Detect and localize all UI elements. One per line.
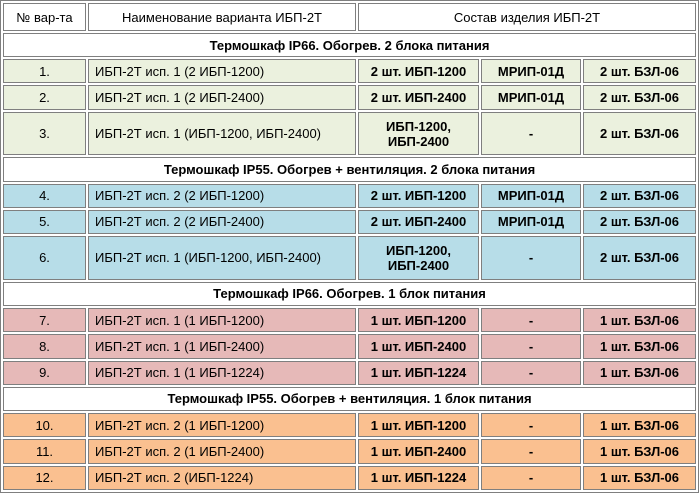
component-module: МРИП-01Д <box>481 59 581 84</box>
component-power-unit: ИБП-1200, ИБП-2400 <box>358 111 479 156</box>
component-module: - <box>481 413 581 438</box>
header-variant-name: Наименование варианта ИБП-2Т <box>88 3 356 31</box>
component-protection-block: 2 шт. БЗЛ-06 <box>583 209 697 235</box>
group-ip66-1-block: Термошкаф IP66. Обогрев. 1 блок питания … <box>3 281 697 385</box>
variant-number: 2. <box>3 85 86 110</box>
section-title: Термошкаф IP55. Обогрев + вентиляция. 1 … <box>3 386 697 412</box>
table-row: 3. ИБП-2Т исп. 1 (ИБП-1200, ИБП-2400) ИБ… <box>3 111 697 156</box>
component-protection-block: 2 шт. БЗЛ-06 <box>583 85 697 110</box>
variant-number: 6. <box>3 236 86 280</box>
group-ip66-2-blocks: Термошкаф IP66. Обогрев. 2 блока питания… <box>3 33 697 156</box>
component-protection-block: 1 шт. БЗЛ-06 <box>583 413 697 438</box>
variant-name: ИБП-2Т исп. 1 (2 ИБП-2400) <box>88 85 356 110</box>
component-power-unit: 1 шт. ИБП-2400 <box>358 334 479 359</box>
component-protection-block: 1 шт. БЗЛ-06 <box>583 439 697 464</box>
variant-number: 5. <box>3 209 86 235</box>
variant-number: 7. <box>3 307 86 333</box>
table-row: 6. ИБП-2Т исп. 1 (ИБП-1200, ИБП-2400) ИБ… <box>3 236 697 280</box>
component-module: - <box>481 236 581 280</box>
section-row: Термошкаф IP66. Обогрев. 1 блок питания <box>3 281 697 306</box>
table-row: 12. ИБП-2Т исп. 2 (ИБП-1224) 1 шт. ИБП-1… <box>3 465 697 490</box>
component-power-unit: 2 шт. ИБП-1200 <box>358 183 479 208</box>
variant-name: ИБП-2Т исп. 1 (1 ИБП-1200) <box>88 307 356 333</box>
component-module: МРИП-01Д <box>481 209 581 235</box>
variant-number: 4. <box>3 183 86 208</box>
component-module: - <box>481 360 581 385</box>
component-module: - <box>481 334 581 359</box>
variant-name: ИБП-2Т исп. 1 (2 ИБП-1200) <box>88 59 356 84</box>
component-protection-block: 1 шт. БЗЛ-06 <box>583 465 697 490</box>
component-module: - <box>481 111 581 156</box>
table-row: 4. ИБП-2Т исп. 2 (2 ИБП-1200) 2 шт. ИБП-… <box>3 183 697 208</box>
table-row: 5. ИБП-2Т исп. 2 (2 ИБП-2400) 2 шт. ИБП-… <box>3 209 697 235</box>
component-module: - <box>481 439 581 464</box>
component-power-unit: ИБП-1200, ИБП-2400 <box>358 236 479 280</box>
section-title: Термошкаф IP66. Обогрев. 1 блок питания <box>3 281 697 306</box>
variant-number: 10. <box>3 413 86 438</box>
variant-name: ИБП-2Т исп. 2 (ИБП-1224) <box>88 465 356 490</box>
variant-number: 1. <box>3 59 86 84</box>
header-row: № вар-та Наименование варианта ИБП-2Т Со… <box>3 3 697 31</box>
table-row: 9. ИБП-2Т исп. 1 (1 ИБП-1224) 1 шт. ИБП-… <box>3 360 697 385</box>
group-ip55-1-block: Термошкаф IP55. Обогрев + вентиляция. 1 … <box>3 386 697 490</box>
section-title: Термошкаф IP55. Обогрев + вентиляция. 2 … <box>3 157 697 182</box>
variant-name: ИБП-2Т исп. 1 (ИБП-1200, ИБП-2400) <box>88 236 356 280</box>
table-row: 11. ИБП-2Т исп. 2 (1 ИБП-2400) 1 шт. ИБП… <box>3 439 697 464</box>
variant-number: 12. <box>3 465 86 490</box>
component-module: МРИП-01Д <box>481 183 581 208</box>
header-variant-number: № вар-та <box>3 3 86 31</box>
table-row: 8. ИБП-2Т исп. 1 (1 ИБП-2400) 1 шт. ИБП-… <box>3 334 697 359</box>
component-power-unit: 1 шт. ИБП-1224 <box>358 465 479 490</box>
variant-name: ИБП-2Т исп. 1 (1 ИБП-2400) <box>88 334 356 359</box>
component-protection-block: 1 шт. БЗЛ-06 <box>583 307 697 333</box>
component-protection-block: 1 шт. БЗЛ-06 <box>583 334 697 359</box>
component-module: - <box>481 465 581 490</box>
component-power-unit: 2 шт. ИБП-2400 <box>358 85 479 110</box>
table-row: 1. ИБП-2Т исп. 1 (2 ИБП-1200) 2 шт. ИБП-… <box>3 59 697 84</box>
variant-number: 3. <box>3 111 86 156</box>
variant-number: 11. <box>3 439 86 464</box>
component-protection-block: 2 шт. БЗЛ-06 <box>583 236 697 280</box>
variant-name: ИБП-2Т исп. 1 (1 ИБП-1224) <box>88 360 356 385</box>
component-power-unit: 2 шт. ИБП-1200 <box>358 59 479 84</box>
table-row: 2. ИБП-2Т исп. 1 (2 ИБП-2400) 2 шт. ИБП-… <box>3 85 697 110</box>
section-row: Термошкаф IP55. Обогрев + вентиляция. 1 … <box>3 386 697 412</box>
variant-number: 9. <box>3 360 86 385</box>
variant-name: ИБП-2Т исп. 2 (1 ИБП-2400) <box>88 439 356 464</box>
component-power-unit: 1 шт. ИБП-1200 <box>358 413 479 438</box>
table-row: 10. ИБП-2Т исп. 2 (1 ИБП-1200) 1 шт. ИБП… <box>3 413 697 438</box>
header-composition: Состав изделия ИБП-2Т <box>358 3 697 31</box>
component-power-unit: 1 шт. ИБП-1224 <box>358 360 479 385</box>
component-protection-block: 2 шт. БЗЛ-06 <box>583 183 697 208</box>
component-module: МРИП-01Д <box>481 85 581 110</box>
component-power-unit: 2 шт. ИБП-2400 <box>358 209 479 235</box>
section-title: Термошкаф IP66. Обогрев. 2 блока питания <box>3 33 697 58</box>
component-protection-block: 2 шт. БЗЛ-06 <box>583 111 697 156</box>
variant-name: ИБП-2Т исп. 2 (2 ИБП-1200) <box>88 183 356 208</box>
component-power-unit: 1 шт. ИБП-1200 <box>358 307 479 333</box>
section-row: Термошкаф IP66. Обогрев. 2 блока питания <box>3 33 697 58</box>
variant-name: ИБП-2Т исп. 1 (ИБП-1200, ИБП-2400) <box>88 111 356 156</box>
section-row: Термошкаф IP55. Обогрев + вентиляция. 2 … <box>3 157 697 182</box>
component-power-unit: 1 шт. ИБП-2400 <box>358 439 479 464</box>
component-protection-block: 2 шт. БЗЛ-06 <box>583 59 697 84</box>
variant-name: ИБП-2Т исп. 2 (2 ИБП-2400) <box>88 209 356 235</box>
component-protection-block: 1 шт. БЗЛ-06 <box>583 360 697 385</box>
group-ip55-2-blocks: Термошкаф IP55. Обогрев + вентиляция. 2 … <box>3 157 697 280</box>
variant-name: ИБП-2Т исп. 2 (1 ИБП-1200) <box>88 413 356 438</box>
table-row: 7. ИБП-2Т исп. 1 (1 ИБП-1200) 1 шт. ИБП-… <box>3 307 697 333</box>
variant-number: 8. <box>3 334 86 359</box>
component-module: - <box>481 307 581 333</box>
